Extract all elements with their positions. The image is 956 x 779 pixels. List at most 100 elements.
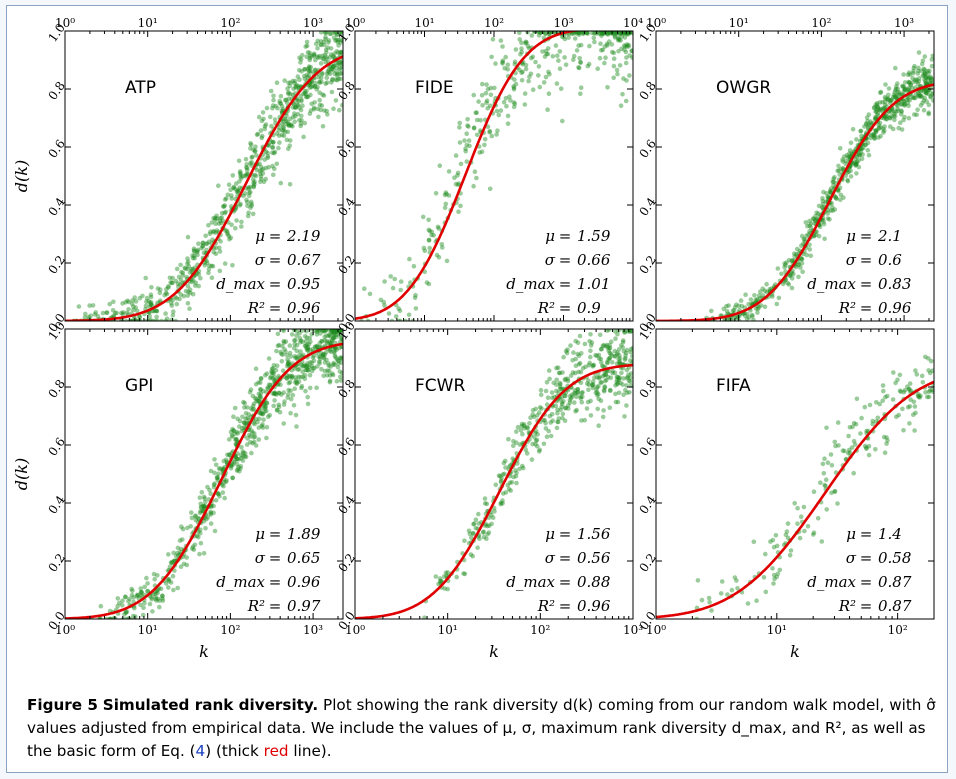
scatter-point — [556, 370, 562, 376]
scatter-point — [788, 273, 793, 279]
fit-curve-gpi — [65, 342, 343, 619]
scatter-point — [498, 479, 504, 485]
scatter-point — [851, 470, 856, 476]
x-axis-label: k — [199, 642, 209, 661]
scatter-point — [200, 240, 206, 245]
scatter-point — [238, 201, 243, 207]
scatter-point — [868, 135, 873, 141]
scatter-point — [724, 304, 729, 309]
scatter-point — [307, 385, 313, 391]
scatter-point — [624, 55, 629, 60]
scatter-point — [453, 153, 459, 158]
scatter-point — [521, 423, 527, 429]
scatter-point — [236, 158, 242, 164]
scatter-point — [707, 599, 712, 605]
scatter-point — [216, 471, 221, 477]
scatter-point — [588, 332, 593, 337]
scatter-point — [111, 313, 116, 319]
scatter-point — [304, 364, 310, 370]
scatter-point — [900, 406, 905, 412]
scatter-point — [82, 315, 88, 320]
scatter-point — [750, 314, 755, 319]
scatter-point — [252, 431, 257, 436]
scatter-point — [578, 31, 584, 34]
scatter-point — [560, 401, 565, 407]
scatter-point — [895, 108, 901, 114]
scatter-point — [300, 103, 305, 108]
scatter-point — [305, 346, 311, 351]
scatter-point — [305, 50, 311, 55]
scatter-point — [925, 91, 931, 96]
scatter-point — [928, 78, 934, 83]
scatter-point — [160, 593, 165, 598]
scatter-point — [572, 390, 577, 396]
scatter-point — [467, 143, 472, 149]
scatter-point — [456, 209, 461, 214]
scatter-point — [905, 96, 911, 102]
scatter-point — [214, 213, 219, 219]
scatter-point — [517, 442, 523, 447]
scatter-point — [329, 89, 335, 95]
scatter-point — [397, 308, 403, 314]
scatter-point — [298, 107, 304, 113]
scatter-point — [816, 233, 822, 239]
scatter-point — [288, 91, 293, 97]
scatter-point — [192, 253, 197, 258]
scatter-point — [433, 191, 439, 196]
scatter-point — [275, 331, 281, 337]
x-tick-label: 10² — [484, 16, 504, 30]
scatter-point — [198, 275, 203, 281]
scatter-point — [164, 291, 170, 297]
scatter-point — [396, 306, 402, 311]
scatter-point — [317, 90, 323, 95]
scatter-point — [263, 176, 269, 182]
caption-eq-ref[interactable]: 4 — [195, 742, 206, 760]
scatter-point — [221, 483, 226, 489]
scatter-point — [574, 394, 579, 400]
scatter-point — [474, 175, 479, 181]
scatter-point — [776, 295, 782, 301]
scatter-point — [503, 465, 508, 470]
scatter-point — [877, 100, 883, 105]
scatter-point — [304, 54, 310, 60]
scatter-point — [875, 104, 880, 110]
scatter-point — [832, 488, 838, 494]
scatter-point — [923, 354, 928, 360]
scatter-point — [872, 104, 877, 110]
scatter-point — [258, 376, 264, 381]
scatter-point — [619, 34, 624, 39]
scatter-point — [913, 92, 919, 97]
scatter-point — [887, 100, 893, 106]
scatter-point — [334, 356, 340, 362]
scatter-point — [910, 95, 916, 101]
scatter-point — [263, 122, 269, 127]
scatter-point — [226, 233, 232, 239]
scatter-point — [930, 53, 934, 59]
scatter-point — [572, 370, 578, 376]
scatter-point — [213, 498, 219, 503]
scatter-point — [533, 430, 538, 436]
scatter-point — [829, 201, 834, 206]
scatter-point — [563, 62, 569, 67]
scatter-point — [302, 373, 308, 378]
scatter-point — [782, 265, 787, 270]
scatter-point — [197, 510, 203, 516]
scatter-point — [473, 110, 479, 116]
scatter-point — [320, 92, 325, 97]
scatter-point — [878, 90, 883, 96]
scatter-point — [877, 401, 882, 407]
scatter-points-gpi — [89, 329, 343, 619]
scatter-point — [885, 96, 891, 101]
scatter-point — [122, 612, 127, 617]
scatter-point — [764, 281, 769, 287]
scatter-point — [264, 408, 269, 414]
scatter-point — [494, 108, 500, 114]
scatter-point — [280, 352, 286, 357]
scatter-point — [322, 31, 328, 35]
scatter-point — [304, 72, 310, 78]
scatter-point — [482, 142, 487, 148]
scatter-point — [603, 372, 609, 377]
scatter-point — [211, 249, 216, 255]
scatter-point — [294, 348, 300, 354]
scatter-point — [880, 99, 885, 105]
